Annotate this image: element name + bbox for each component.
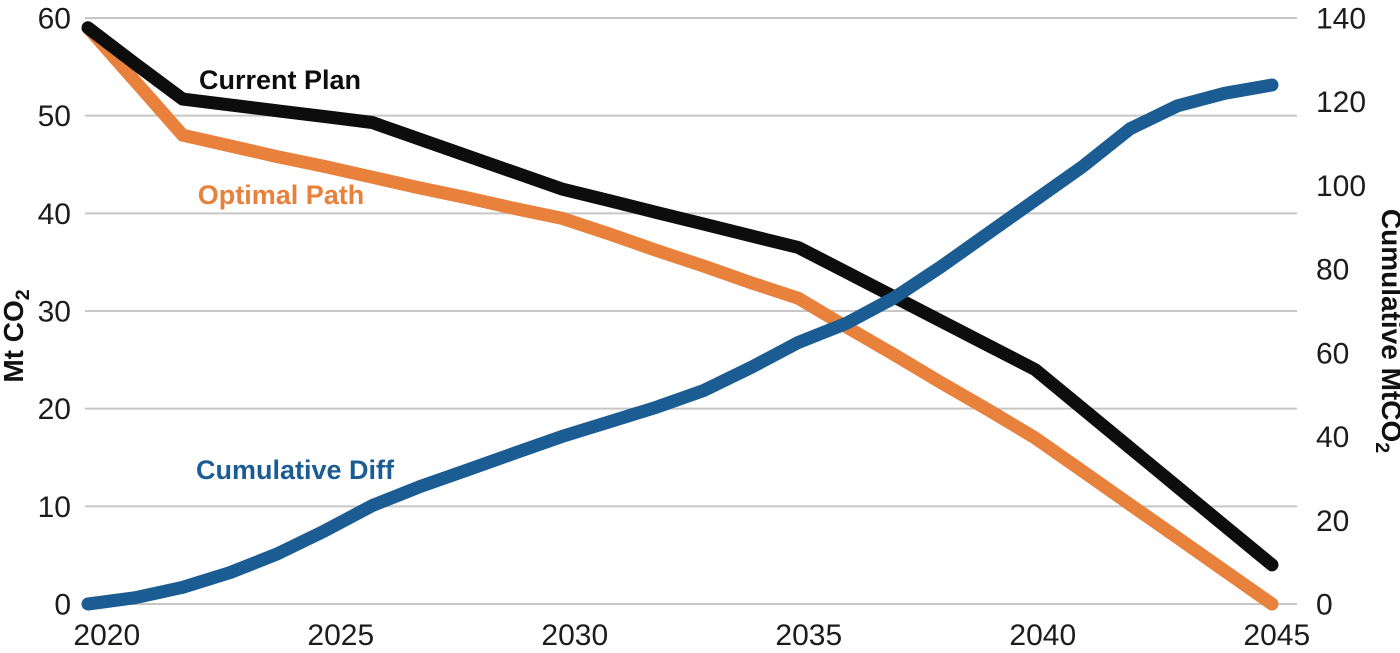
right-axis-ticks: 0 20 40 60 80 100 120 140	[1316, 3, 1366, 622]
right-axis-tick-100: 100	[1316, 170, 1366, 203]
x-axis-tick-2045: 2045	[1243, 619, 1310, 652]
left-axis-tick-50: 50	[38, 100, 71, 133]
left-axis-tick-20: 20	[38, 393, 71, 426]
series-label-cumulative-diff: Cumulative Diff	[196, 455, 395, 485]
series-line-optimal-path	[81, 21, 1279, 611]
right-axis-tick-80: 80	[1316, 254, 1349, 287]
left-axis-tick-30: 30	[38, 296, 71, 329]
left-axis-title: Mt CO2	[0, 289, 34, 382]
series-label-current-plan: Current Plan	[199, 65, 361, 95]
left-axis-tick-60: 60	[38, 3, 71, 36]
x-axis-tick-2020: 2020	[73, 619, 140, 652]
right-axis-tick-140: 140	[1316, 3, 1366, 36]
x-axis-tick-2035: 2035	[775, 619, 842, 652]
series-line-cumulative-diff	[81, 78, 1279, 611]
right-axis-tick-120: 120	[1316, 86, 1366, 119]
series-label-optimal-path: Optimal Path	[198, 180, 365, 210]
right-axis-tick-20: 20	[1316, 505, 1349, 538]
x-axis-tick-2025: 2025	[307, 619, 374, 652]
right-axis-tick-0: 0	[1316, 589, 1333, 622]
right-axis-tick-40: 40	[1316, 421, 1349, 454]
left-axis-ticks: 0 10 20 30 40 50 60	[38, 3, 71, 622]
right-axis-tick-60: 60	[1316, 337, 1349, 370]
series-line-current-plan	[81, 21, 1279, 572]
x-axis-tick-2030: 2030	[541, 619, 608, 652]
left-axis-tick-10: 10	[38, 491, 71, 524]
series-labels: Current Plan Optimal Path Cumulative Diff	[196, 65, 395, 485]
series-lines	[81, 21, 1279, 611]
left-axis-tick-0: 0	[54, 589, 71, 622]
x-axis-tick-2040: 2040	[1009, 619, 1076, 652]
left-axis-tick-40: 40	[38, 198, 71, 231]
right-axis-title: Cumulative MtCO2	[1371, 209, 1400, 453]
x-axis-ticks: 2020 2025 2030 2035 2040 2045	[73, 619, 1310, 652]
